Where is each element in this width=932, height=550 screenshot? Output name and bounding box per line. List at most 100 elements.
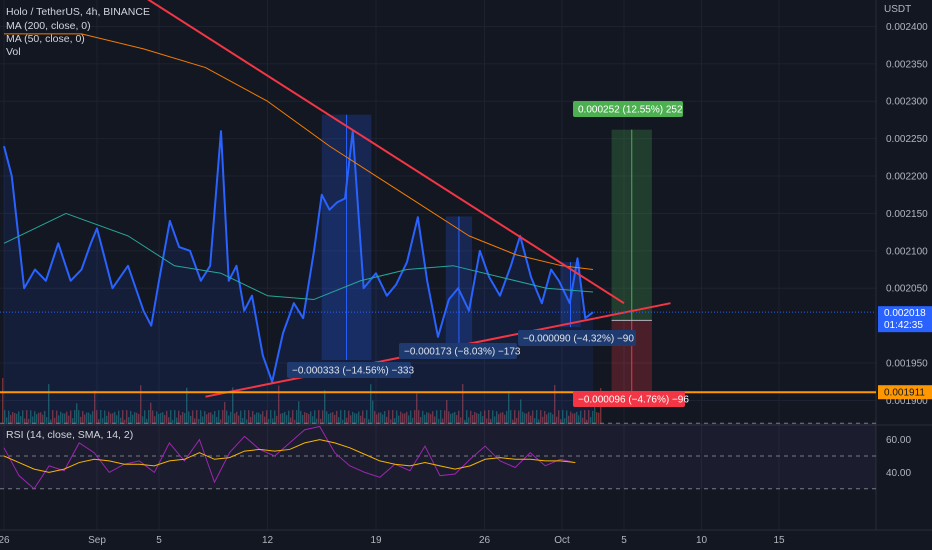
- volume-bar: [266, 410, 268, 424]
- volume-bar: [444, 410, 446, 424]
- volume-bar: [76, 403, 78, 424]
- volume-bar: [78, 410, 80, 424]
- volume-bar: [488, 410, 490, 424]
- volume-bar: [404, 413, 406, 424]
- ma200-line: [4, 33, 594, 271]
- symbol-legend[interactable]: Holo / TetherUS, 4h, BINANCE: [6, 6, 150, 18]
- volume-bar: [168, 417, 170, 424]
- volume-bar: [20, 416, 22, 424]
- volume-bars: [2, 378, 602, 424]
- volume-bar: [58, 415, 60, 424]
- rsi-tick-label: 60.00: [886, 435, 911, 446]
- volume-bar: [422, 410, 424, 424]
- volume-bar: [94, 390, 96, 424]
- volume-bar: [554, 385, 556, 424]
- volume-bar: [68, 415, 70, 424]
- volume-bar: [584, 410, 586, 424]
- measure-label-text: −0.000090 (−4.32%) −90: [523, 334, 634, 345]
- volume-bar: [574, 413, 576, 424]
- volume-bar: [72, 418, 74, 424]
- volume-bar: [310, 411, 312, 424]
- volume-bar: [302, 414, 304, 424]
- volume-bar: [396, 410, 398, 424]
- price-tick-label: 0.002250: [886, 134, 928, 145]
- bar-countdown: 01:42:35: [884, 320, 923, 331]
- volume-bar: [528, 411, 530, 424]
- volume-bar: [30, 410, 32, 424]
- volume-bar: [8, 410, 10, 424]
- rsi-legend[interactable]: RSI (14, close, SMA, 14, 2): [6, 429, 134, 441]
- volume-bar: [438, 418, 440, 424]
- rsi-ma-line: [3, 439, 576, 473]
- volume-bar: [544, 411, 546, 424]
- volume-bar: [298, 401, 300, 424]
- volume-bar: [192, 410, 194, 424]
- volume-bar: [226, 410, 228, 424]
- ma50-line: [3, 212, 594, 300]
- volume-bar: [36, 414, 38, 424]
- volume-bar: [252, 410, 254, 424]
- volume-bar: [46, 417, 48, 424]
- volume-bar: [338, 417, 340, 424]
- volume-bar: [592, 410, 594, 424]
- volume-bar: [402, 413, 404, 424]
- volume-bar: [490, 418, 492, 424]
- volume-bar: [208, 412, 210, 424]
- volume-bar: [328, 414, 330, 424]
- volume-bar: [464, 419, 466, 424]
- volume-bar: [534, 418, 536, 424]
- volume-bar: [274, 410, 276, 424]
- volume-bar: [234, 413, 236, 424]
- target-label-bg: [573, 101, 683, 117]
- price-tick-label: 0.002150: [886, 209, 928, 220]
- volume-bar: [150, 402, 152, 424]
- volume-bar: [384, 411, 386, 424]
- volume-bar: [300, 410, 302, 424]
- volume-bar: [368, 419, 370, 424]
- volume-bar: [498, 414, 500, 424]
- volume-bar: [264, 416, 266, 424]
- last-price-tag: [878, 306, 932, 333]
- volume-bar: [184, 413, 186, 424]
- volume-bar: [474, 412, 476, 424]
- volume-bar: [148, 410, 150, 424]
- volume-bar: [186, 387, 188, 424]
- time-tick-label: 26: [0, 535, 10, 546]
- volume-bar: [482, 416, 484, 424]
- volume-bar: [158, 413, 160, 424]
- volume-bar: [230, 411, 232, 424]
- volume-bar: [156, 411, 158, 424]
- volume-bar: [108, 411, 110, 424]
- volume-legend[interactable]: Vol: [6, 46, 21, 58]
- volume-bar: [330, 412, 332, 424]
- time-tick-label: 15: [773, 535, 785, 546]
- volume-bar: [532, 410, 534, 424]
- ma200-legend[interactable]: MA (200, close, 0): [6, 20, 91, 32]
- volume-bar: [520, 399, 522, 424]
- volume-bar: [502, 412, 504, 424]
- volume-bar: [204, 411, 206, 424]
- volume-bar: [514, 410, 516, 424]
- volume-bar: [586, 419, 588, 424]
- volume-bar: [102, 418, 104, 424]
- volume-bar: [410, 410, 412, 424]
- volume-bar: [468, 417, 470, 424]
- volume-bar: [74, 410, 76, 424]
- volume-bar: [316, 418, 318, 424]
- volume-bar: [10, 415, 12, 424]
- price-tick-label: 0.002350: [886, 59, 928, 70]
- volume-bar: [144, 410, 146, 424]
- volume-bar: [572, 413, 574, 424]
- stop-label: −0.000096 (−4.76%) −96: [573, 391, 689, 407]
- volume-bar: [344, 410, 346, 424]
- volume-bar: [44, 410, 46, 424]
- volume-bar: [228, 415, 230, 424]
- volume-bar: [198, 419, 200, 424]
- volume-bar: [128, 417, 130, 424]
- ma50-legend[interactable]: MA (50, close, 0): [6, 33, 85, 45]
- time-tick-label: Oct: [554, 535, 570, 546]
- volume-bar: [370, 384, 372, 424]
- volume-bar: [424, 414, 426, 424]
